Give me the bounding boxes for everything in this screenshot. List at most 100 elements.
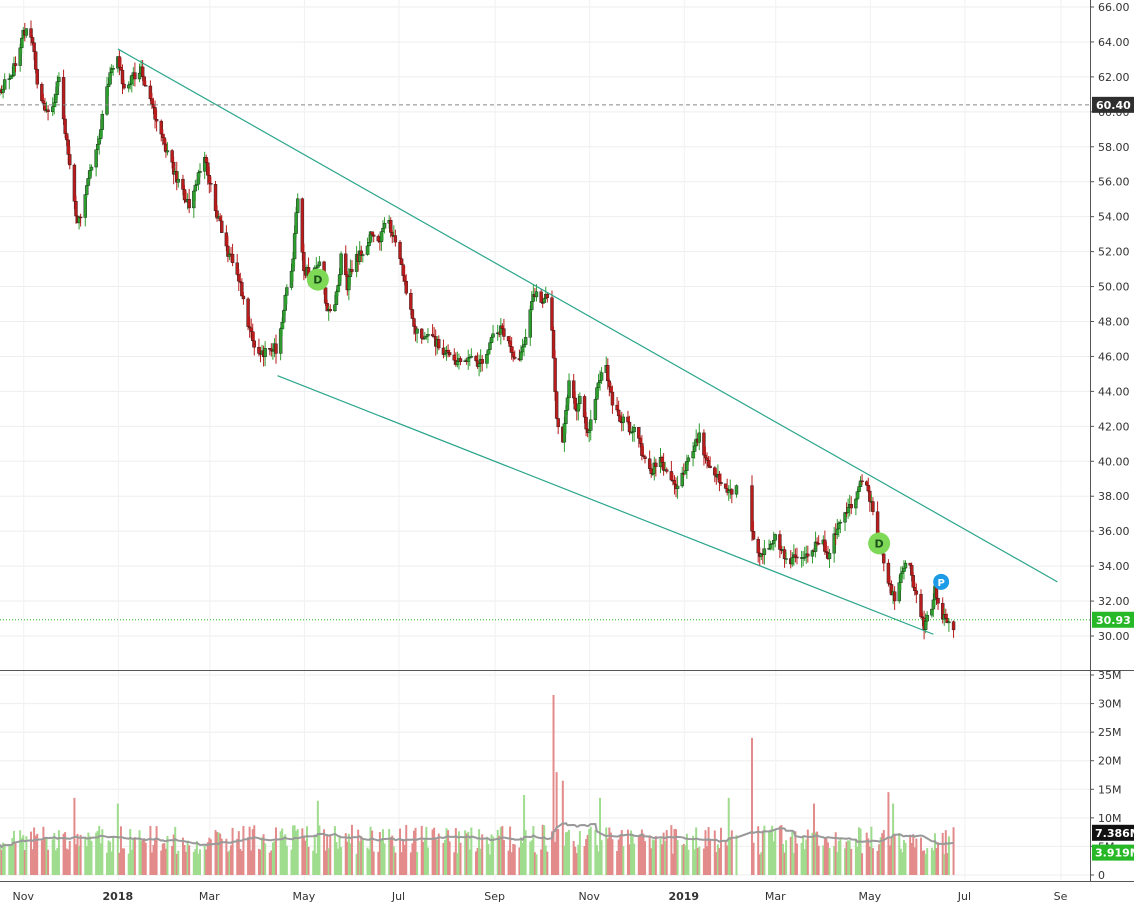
candle-body	[489, 336, 494, 343]
volume-bar	[47, 849, 50, 875]
volume-bar	[626, 829, 629, 875]
volume-bar	[698, 846, 701, 875]
volume-bar	[630, 830, 633, 875]
volume-bar	[257, 848, 260, 875]
volume-bar	[856, 846, 859, 875]
candle-body	[886, 562, 891, 584]
volume-bar	[568, 829, 571, 875]
candle	[567, 373, 571, 404]
volume-bar	[644, 841, 647, 875]
candle-body	[285, 287, 289, 296]
volume-bar	[437, 833, 440, 875]
volume-bar	[870, 826, 873, 875]
candle-body	[64, 133, 69, 141]
candle-body	[782, 549, 787, 560]
volume-bar	[651, 839, 654, 875]
candle	[100, 110, 105, 137]
volume-bar	[12, 830, 15, 875]
candle	[241, 292, 246, 305]
candle-body	[511, 352, 515, 358]
candle-body	[637, 427, 641, 439]
candle	[78, 213, 83, 227]
volume-bar	[533, 852, 536, 875]
volume-bar	[284, 834, 287, 875]
candle-body	[455, 361, 460, 365]
volume-bar	[88, 836, 91, 875]
candle-body	[685, 461, 689, 471]
volume-bar	[337, 848, 340, 875]
volume-bar	[952, 827, 955, 875]
volume-bar	[327, 848, 330, 875]
volume-bar	[296, 829, 299, 875]
candle-body	[618, 415, 622, 423]
candle	[551, 326, 556, 359]
volume-bar	[513, 844, 516, 875]
volume-bar	[892, 803, 895, 875]
candle-body	[263, 348, 267, 358]
candle	[914, 583, 919, 604]
candle-body	[871, 501, 875, 512]
volume-bar	[181, 837, 184, 875]
candle	[903, 560, 908, 572]
volume-bar	[715, 852, 718, 875]
volume-bar	[826, 842, 829, 875]
candle-body	[35, 69, 39, 85]
volume-bar	[572, 840, 575, 875]
candle	[523, 328, 528, 348]
price-tick-label: 42.00	[1098, 420, 1130, 433]
candle	[589, 409, 593, 441]
candle	[46, 105, 50, 121]
candle-body	[951, 621, 956, 631]
candle-body	[187, 198, 191, 209]
volume-bar	[930, 847, 933, 875]
volume-bar	[899, 848, 902, 875]
volume-bar	[109, 841, 112, 875]
volume-bar	[501, 826, 504, 875]
candle-body	[142, 76, 146, 86]
volume-bar	[253, 825, 256, 875]
marker-label: D	[875, 537, 884, 550]
candle-body	[550, 297, 554, 331]
volume-bar	[62, 833, 65, 875]
candle-body	[860, 480, 864, 483]
candle-body	[29, 28, 33, 38]
candle-body	[85, 185, 89, 195]
volume-bar	[882, 830, 885, 875]
volume-bar	[597, 851, 600, 875]
candle-body	[675, 485, 680, 489]
volume-bar	[360, 836, 363, 875]
candle	[513, 350, 517, 360]
candle-body	[846, 507, 850, 514]
candle-body	[539, 291, 543, 303]
candle-body	[66, 139, 70, 155]
volume-bar	[813, 803, 816, 875]
candle-body	[399, 258, 404, 265]
candle-body	[382, 223, 387, 229]
volume-bar	[774, 829, 777, 875]
candle	[654, 458, 658, 477]
candle	[89, 164, 94, 176]
candle-body	[554, 391, 559, 419]
volume-bar	[315, 853, 318, 875]
volume-bar	[285, 845, 288, 875]
volume-bar	[707, 827, 710, 875]
candle-body	[573, 397, 577, 410]
price-tick-label: 32.00	[1098, 595, 1130, 608]
candle-body	[706, 460, 711, 467]
volume-bar	[844, 848, 847, 875]
candle-body	[621, 416, 626, 423]
candle-body	[719, 482, 723, 484]
volume-bar	[152, 845, 155, 875]
volume-bar	[519, 837, 522, 875]
candle	[198, 163, 202, 178]
candle-body	[153, 107, 157, 120]
candle-body	[717, 473, 722, 483]
candle-body	[257, 347, 261, 354]
candle-body	[865, 481, 869, 486]
volume-value-label-text: 7.386M	[1095, 827, 1134, 840]
volume-bar	[420, 825, 423, 875]
candle-body	[291, 258, 295, 272]
candle-body	[542, 298, 546, 303]
volume-bar	[535, 854, 538, 875]
